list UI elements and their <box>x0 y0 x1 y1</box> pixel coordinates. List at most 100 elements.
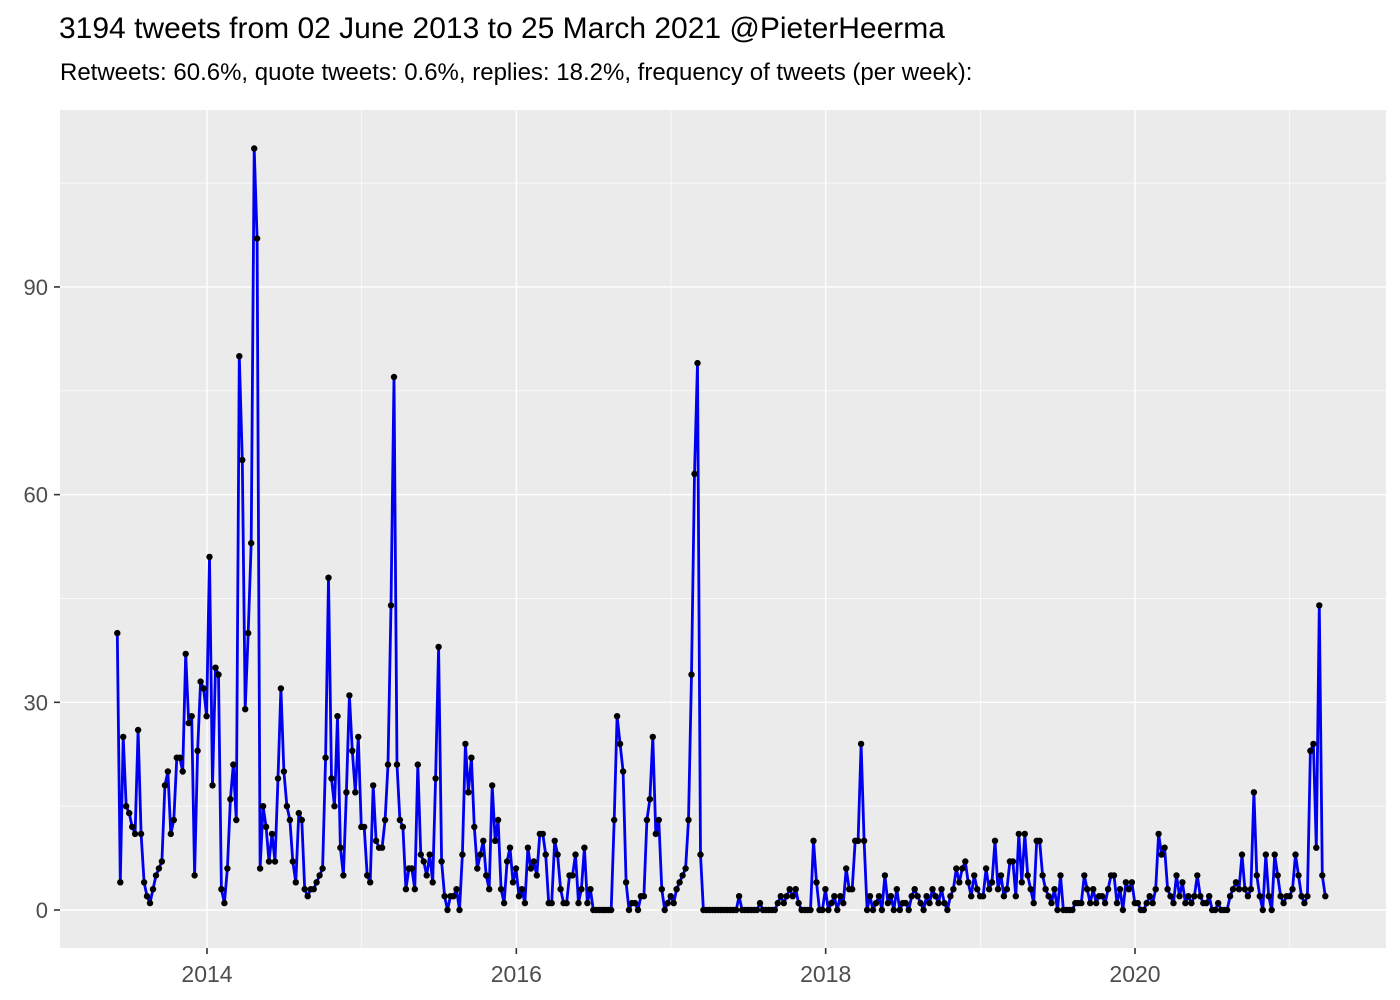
data-point <box>1247 886 1255 893</box>
data-point <box>140 879 148 886</box>
data-point <box>1110 872 1118 879</box>
data-point <box>500 899 508 907</box>
data-point <box>1128 879 1136 886</box>
data-point <box>1235 886 1243 893</box>
data-point <box>131 830 139 838</box>
data-point <box>158 858 166 865</box>
data-point <box>1093 899 1100 907</box>
data-point <box>167 830 174 838</box>
data-point <box>649 733 656 741</box>
data-point <box>1241 886 1249 893</box>
data-point <box>1194 872 1201 879</box>
data-point <box>1027 886 1034 893</box>
data-point <box>1167 893 1174 900</box>
data-point <box>494 816 502 824</box>
data-point <box>295 809 302 817</box>
data-point <box>979 893 987 900</box>
data-point <box>521 899 529 907</box>
data-point <box>146 899 154 907</box>
data-point <box>914 893 921 900</box>
data-point <box>161 782 169 789</box>
data-point <box>1262 851 1270 858</box>
data-point <box>1185 893 1192 900</box>
data-point <box>691 470 698 478</box>
data-point <box>1310 740 1317 748</box>
y-axis-tick-label: 90 <box>24 275 48 300</box>
data-point <box>381 816 389 824</box>
data-point <box>608 906 615 914</box>
data-point <box>492 837 499 844</box>
data-point <box>694 359 701 367</box>
data-point <box>682 865 689 872</box>
data-point <box>129 823 136 831</box>
data-point <box>1101 899 1109 907</box>
data-point <box>233 816 240 824</box>
data-point <box>1170 899 1177 907</box>
data-point <box>643 816 651 824</box>
data-point <box>1313 844 1320 851</box>
data-point <box>578 886 585 893</box>
data-point <box>176 754 183 761</box>
data-point <box>667 893 674 900</box>
data-point <box>825 906 832 914</box>
data-point <box>524 844 532 851</box>
data-point <box>947 893 954 900</box>
data-point <box>908 893 915 900</box>
data-point <box>280 768 288 775</box>
data-point <box>465 789 472 796</box>
data-point <box>840 899 847 907</box>
data-point <box>985 886 993 893</box>
data-point <box>1039 872 1046 879</box>
data-point <box>423 872 430 879</box>
data-point <box>878 906 886 914</box>
data-point <box>361 823 368 831</box>
data-point <box>1268 906 1275 914</box>
data-point <box>1051 886 1058 893</box>
data-point <box>265 858 273 865</box>
data-point <box>887 893 895 900</box>
data-point <box>1215 899 1222 907</box>
data-point <box>1021 830 1028 838</box>
data-point <box>411 886 418 893</box>
data-point <box>390 373 398 381</box>
data-point <box>1090 886 1097 893</box>
data-point <box>1104 886 1112 893</box>
data-point <box>926 899 933 907</box>
data-point <box>456 906 463 914</box>
data-point <box>676 879 683 886</box>
data-point <box>792 886 799 893</box>
data-point <box>126 809 133 817</box>
data-point <box>539 830 546 838</box>
data-point <box>396 816 404 824</box>
data-point <box>253 235 261 242</box>
data-point <box>1054 906 1061 914</box>
data-point <box>688 671 695 678</box>
data-point <box>959 865 966 872</box>
data-point <box>218 886 225 893</box>
data-point <box>346 692 353 699</box>
data-point <box>1289 886 1296 893</box>
data-point <box>483 872 490 879</box>
data-point <box>343 789 350 796</box>
data-point <box>274 775 282 782</box>
data-point <box>1161 844 1168 851</box>
data-point <box>988 879 996 886</box>
data-point <box>881 872 889 879</box>
data-point <box>212 664 219 671</box>
data-point <box>563 899 570 907</box>
data-point <box>780 899 787 907</box>
data-point <box>938 886 945 893</box>
data-point <box>268 830 276 838</box>
data-point <box>1259 906 1267 914</box>
data-point <box>866 893 874 900</box>
data-point <box>551 837 558 844</box>
data-point <box>221 899 228 907</box>
data-point <box>352 789 359 796</box>
data-point <box>956 879 963 886</box>
data-point <box>664 899 671 907</box>
data-point <box>572 851 579 858</box>
data-point <box>462 740 469 748</box>
data-point <box>1322 893 1329 900</box>
data-point <box>1256 893 1264 900</box>
data-point <box>685 816 692 824</box>
